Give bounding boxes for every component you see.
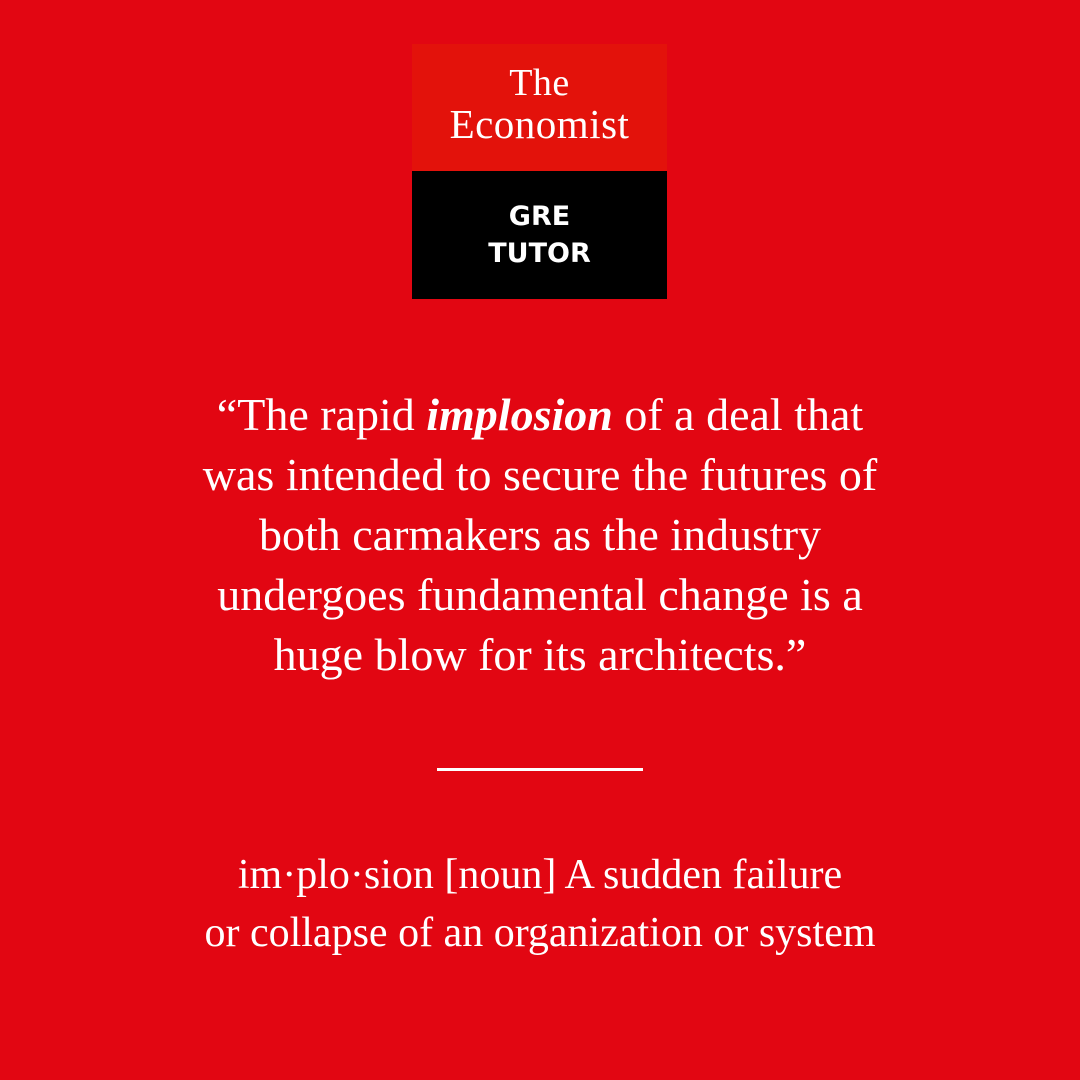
logo-line-tutor: TUTOR [488,238,591,269]
logo-line-economist: Economist [449,101,630,147]
definition-line-2: or collapse of an organization or system [204,910,876,956]
quote-line-2: was intended to secure the futures of [202,449,878,500]
quote-line-3: both carmakers as the industry [258,509,822,560]
logo-line-gre: GRE [508,201,571,232]
word-definition: im·plo·sion [noun] A sudden failure or c… [120,846,960,962]
example-quote: “The rapid implosion of a deal that was … [140,385,940,685]
quote-line-1: “The rapid implosion of a deal that [140,385,940,445]
definition-line-1: im·plo·sion [noun] A sudden failure [237,852,843,898]
logo-masthead: The Economist [412,44,667,171]
divider-rule [437,768,643,771]
quote-line-5: huge blow for its architects.” [273,629,807,680]
quote-open: “The rapid [216,389,427,440]
economist-gre-tutor-logo: The Economist GRE TUTOR [412,44,667,299]
quote-keyword: implosion [426,389,613,440]
logo-subbrand: GRE TUTOR [412,171,667,299]
quote-line-4: undergoes fundamental change is a [217,569,863,620]
quote-line-1-rest: of a deal that [612,389,864,440]
logo-line-the: The [509,62,570,104]
